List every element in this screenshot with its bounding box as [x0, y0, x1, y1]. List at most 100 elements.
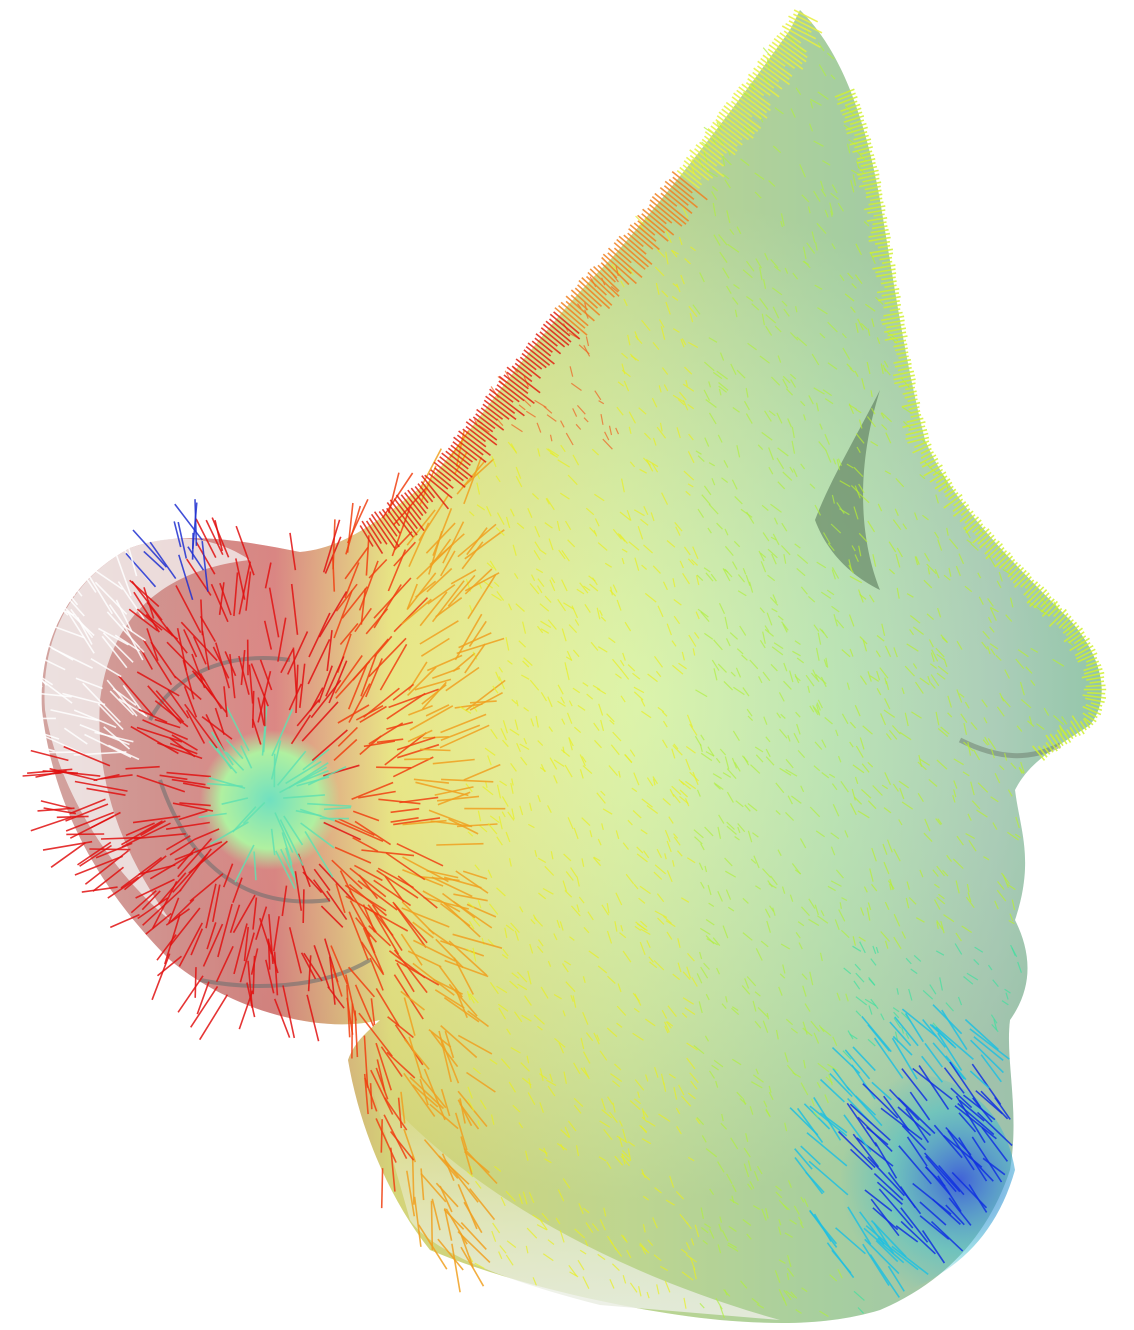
vector-glyph: [884, 335, 908, 341]
vector-glyph: [302, 889, 305, 924]
vector-glyph: [943, 485, 954, 494]
vector-glyph: [708, 902, 715, 908]
vector-glyph: [263, 620, 273, 650]
vector-glyph: [816, 222, 827, 234]
vector-glyph: [801, 194, 810, 203]
vector-glyph: [848, 614, 855, 627]
vector-glyph: [976, 1111, 1013, 1147]
vector-glyph: [640, 699, 646, 707]
vector-glyph: [638, 1286, 642, 1297]
vector-glyph: [963, 976, 974, 985]
vector-glyph: [901, 1125, 927, 1151]
vector-glyph: [601, 1098, 606, 1111]
vector-glyph: [866, 217, 888, 222]
vector-glyph: [488, 393, 516, 415]
vector-glyph: [496, 384, 520, 403]
vector-glyph: [553, 993, 562, 1000]
vector-glyph: [390, 817, 419, 823]
vector-glyph: [730, 671, 736, 677]
vector-glyph: [861, 763, 870, 773]
vector-glyph: [745, 82, 765, 97]
vector-glyph: [818, 64, 827, 77]
vector-glyph: [970, 781, 975, 796]
vector-glyph: [724, 545, 734, 556]
vector-glyph: [368, 558, 388, 579]
vector-glyph: [482, 403, 504, 420]
vector-glyph: [687, 1156, 695, 1162]
vector-glyph: [510, 1047, 521, 1054]
vector-glyph: [765, 314, 777, 324]
vector-glyph: [306, 994, 320, 1042]
vector-glyph: [387, 1016, 414, 1039]
vector-glyph: [637, 214, 669, 242]
vector-glyph: [765, 325, 773, 336]
vector-glyph: [585, 1222, 594, 1234]
vector-glyph: [725, 638, 731, 647]
vector-glyph: [526, 1227, 538, 1239]
vector-glyph: [901, 401, 921, 408]
vector-glyph: [941, 1009, 968, 1051]
vector-glyph: [395, 494, 425, 532]
vector-glyph: [717, 826, 722, 839]
vector-glyph: [896, 988, 899, 995]
vector-glyph: [597, 838, 602, 846]
vector-glyph: [1073, 635, 1087, 645]
vector-glyph: [1031, 745, 1046, 761]
vector-glyph: [952, 858, 964, 869]
vector-glyph: [731, 96, 762, 120]
vector-glyph: [247, 960, 253, 1008]
vector-glyph: [726, 768, 737, 779]
vector-glyph: [850, 306, 856, 313]
vector-glyph: [907, 436, 930, 444]
vector-glyph: [959, 693, 965, 698]
vector-glyph: [849, 1033, 858, 1040]
vector-glyph: [539, 603, 550, 612]
vector-glyph: [641, 564, 647, 570]
vector-glyph: [515, 466, 522, 479]
vector-glyph: [815, 674, 827, 685]
vector-glyph: [688, 305, 698, 318]
vector-glyph: [795, 932, 801, 939]
face-shading: [41, 10, 1102, 1323]
vector-glyph: [838, 508, 850, 516]
vector-glyph: [583, 926, 590, 934]
vector-glyph: [704, 131, 736, 156]
vector-glyph: [527, 507, 533, 518]
vector-glyph: [952, 501, 967, 513]
vector-glyph: [490, 1114, 495, 1125]
vector-glyph: [590, 641, 599, 651]
vector-glyph: [149, 852, 194, 880]
vector-glyph: [414, 678, 452, 691]
vector-glyph: [927, 567, 931, 575]
vector-glyph: [419, 748, 451, 752]
vector-glyph: [370, 513, 396, 549]
vector-glyph: [955, 880, 960, 894]
vector-glyph: [593, 1032, 600, 1045]
vector-glyph: [633, 222, 657, 242]
vector-glyph: [178, 554, 194, 601]
vector-glyph: [1005, 614, 1013, 622]
vector-glyph: [399, 796, 439, 804]
vector-glyph: [865, 193, 883, 199]
vector-glyph: [575, 423, 582, 430]
vector-glyph: [815, 242, 818, 251]
vector-glyph: [723, 568, 731, 582]
vector-glyph: [708, 381, 712, 388]
vector-glyph: [1069, 637, 1090, 652]
vector-glyph: [656, 426, 667, 439]
vector-glyph: [388, 688, 439, 709]
vector-glyph: [598, 400, 605, 405]
vector-glyph: [281, 832, 293, 865]
vector-glyph: [437, 795, 480, 802]
vector-glyph: [855, 745, 864, 758]
vector-glyph: [804, 1003, 811, 1012]
vector-glyph: [889, 1088, 920, 1121]
vector-glyph: [843, 115, 865, 124]
vector-glyph: [778, 1219, 782, 1226]
vector-glyph: [810, 100, 814, 109]
vector-glyph: [811, 231, 816, 243]
vector-glyph: [56, 584, 85, 617]
vector-glyph: [406, 583, 418, 610]
vector-glyph: [909, 615, 921, 624]
vector-glyph: [796, 657, 805, 664]
